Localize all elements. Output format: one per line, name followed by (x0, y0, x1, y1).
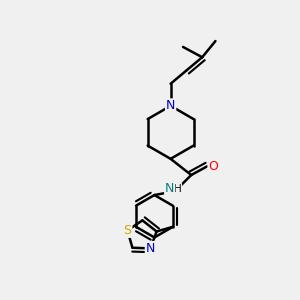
Text: N: N (165, 182, 174, 195)
Text: H: H (173, 184, 181, 194)
Text: S: S (124, 224, 131, 237)
Text: N: N (146, 242, 155, 255)
Text: O: O (208, 160, 218, 173)
Text: N: N (166, 99, 175, 112)
